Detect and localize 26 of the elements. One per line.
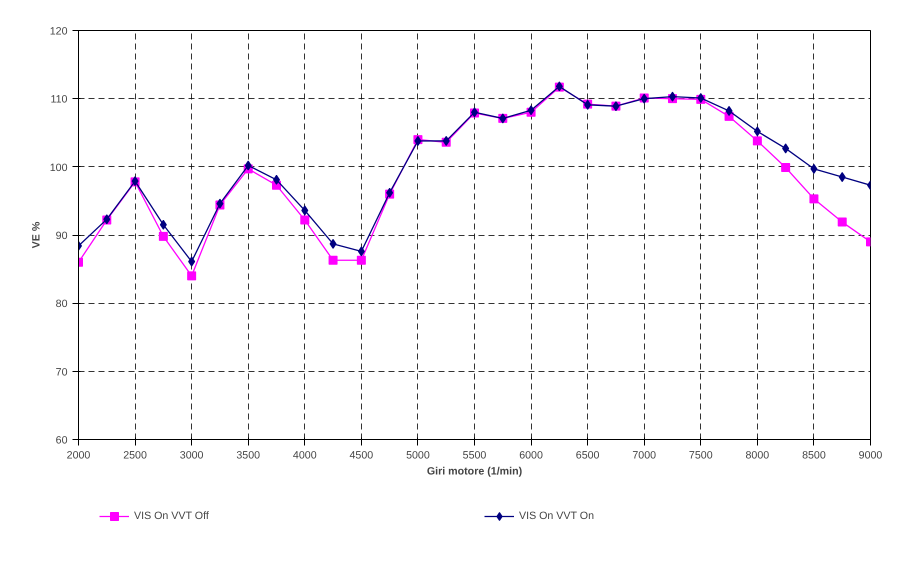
x-tick-label: 2000 [66,450,90,462]
y-axis-title: VE % [30,221,43,248]
x-tick-label: 4000 [292,450,317,462]
y-tick-label: 60 [56,434,68,446]
x-tick-label: 8000 [746,450,770,462]
x-axis-title: Giri motore (1/min) [426,466,523,478]
x-tick-label: 2500 [123,450,147,462]
x-tick-label: 3500 [236,450,260,462]
x-tick-label: 5500 [462,450,486,462]
y-tick-label: 100 [50,162,68,174]
x-tick-label: 6500 [576,450,600,462]
x-tick-label: 8500 [802,450,826,462]
x-tick-label: 5000 [406,450,430,462]
y-tick-label: 110 [50,94,68,106]
y-tick-label: 80 [56,298,68,310]
x-tick-label: 6000 [519,450,543,462]
y-tick-label: 90 [56,230,68,242]
x-tick-label: 4500 [350,450,374,462]
y-tick-label: 120 [50,26,68,38]
x-tick-label: 9000 [858,450,882,462]
x-tick-label: 7000 [632,450,656,462]
legend-label: VIS On VVT Off [134,510,210,522]
legend-label: VIS On VVT On [519,510,596,522]
y-tick-label: 70 [56,366,68,378]
x-tick-label: 3000 [180,450,204,462]
x-tick-label: 7500 [688,450,713,462]
